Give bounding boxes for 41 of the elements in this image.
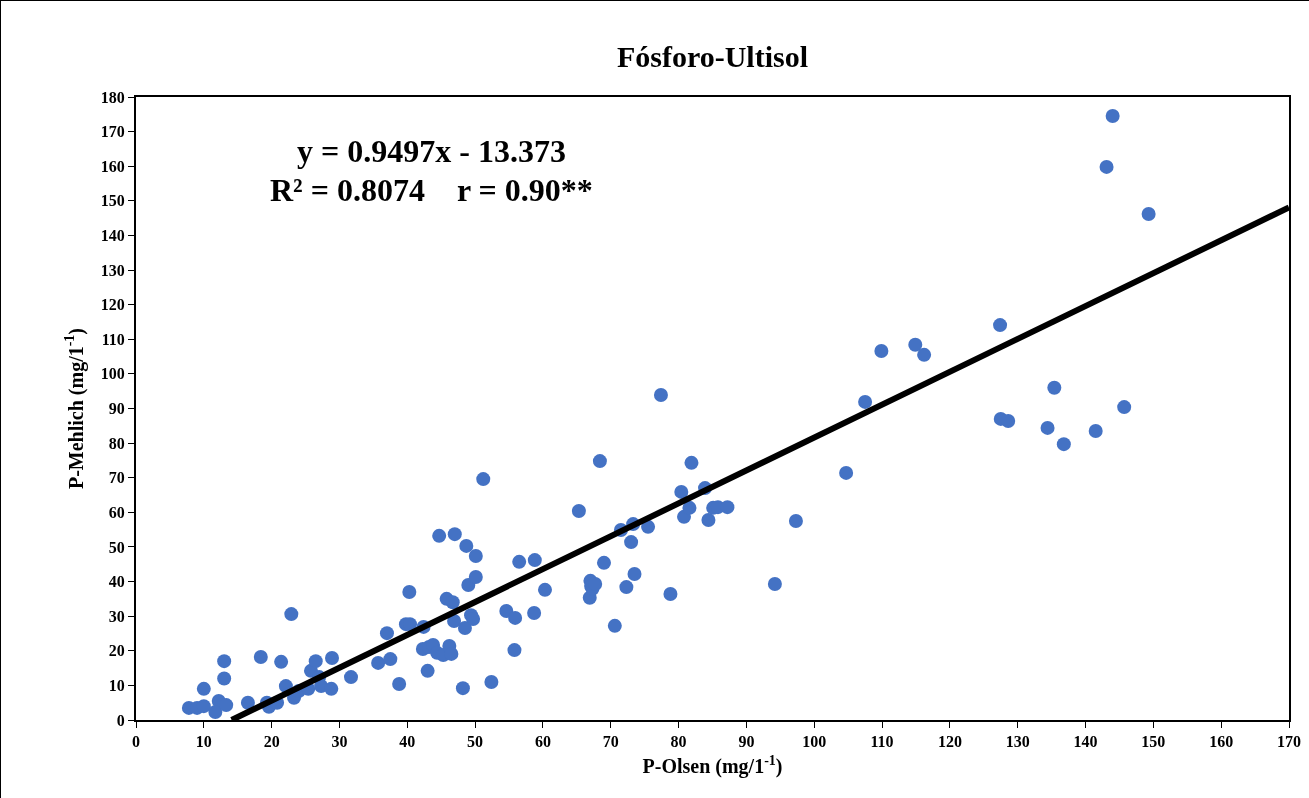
chart-title: Fósforo-Ultisol: [616, 40, 809, 74]
y-tick-label: 110: [101, 330, 125, 348]
y-tick-label: 30: [108, 607, 125, 625]
annotation: R² = 0.8074 r = 0.90**: [270, 172, 593, 208]
y-tick-label: 40: [108, 573, 125, 591]
x-tick-label: 100: [802, 733, 827, 751]
x-tick-label: 50: [467, 733, 484, 751]
x-tick-label: 40: [399, 733, 416, 751]
y-tick-label: 50: [108, 538, 125, 556]
y-tick-label: 180: [100, 88, 125, 106]
y-tick-label: 150: [100, 192, 125, 210]
x-tick-label: 130: [1005, 733, 1030, 751]
y-tick-label: 60: [108, 503, 125, 521]
y-tick-label: 160: [100, 157, 125, 175]
x-tick-label: 30: [331, 733, 348, 751]
x-tick-label: 90: [738, 733, 755, 751]
x-tick-label: 170: [1277, 733, 1301, 751]
y-tick-label: 70: [108, 469, 125, 487]
y-tick-label: 0: [116, 711, 125, 729]
annotation: y = 0.9497x - 13.373: [297, 133, 566, 169]
y-tick-label: 130: [100, 261, 125, 279]
x-axis-title: P-Olsen (mg/1$^{-1}$): [642, 752, 783, 779]
x-tick-label: 60: [534, 733, 551, 751]
x-tick-label: 160: [1209, 733, 1234, 751]
x-tick-label: 20: [263, 733, 280, 751]
y-tick-label: 120: [100, 296, 125, 314]
x-tick-label: 10: [195, 733, 212, 751]
y-tick-label: 140: [100, 227, 125, 245]
x-tick-label: 110: [870, 733, 894, 751]
y-tick-label: 100: [100, 365, 125, 383]
x-tick-label: 70: [602, 733, 619, 751]
x-tick-label: 0: [132, 733, 140, 751]
y-tick-label: 10: [108, 676, 125, 694]
x-tick-label: 140: [1073, 733, 1098, 751]
x-tick-label: 150: [1141, 733, 1166, 751]
y-tick-label: 90: [108, 400, 125, 418]
x-tick-label: 80: [670, 733, 687, 751]
x-tick-label: 120: [937, 733, 962, 751]
y-tick-label: 20: [108, 642, 125, 660]
y-tick-label: 80: [108, 434, 125, 452]
y-tick-label: 170: [100, 123, 125, 141]
